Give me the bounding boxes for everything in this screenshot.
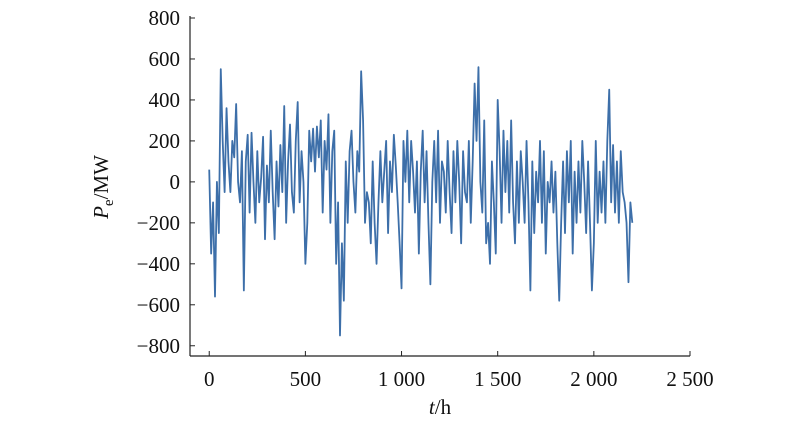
x-label-var: t: [429, 395, 436, 419]
x-axis-label: t/h: [429, 395, 452, 419]
x-tick-label: 1 000: [378, 367, 425, 391]
y-axis-label: Pe/MW: [89, 155, 117, 220]
x-tick-label: 1 500: [474, 367, 521, 391]
y-tick-label: 600: [149, 47, 181, 71]
y-label-unit: /MW: [89, 155, 113, 200]
x-tick-label: 500: [290, 367, 322, 391]
y-tick-label: 400: [149, 88, 181, 112]
y-tick-label: −600: [137, 293, 180, 317]
y-label-sub: e: [101, 199, 117, 206]
y-tick-label: −200: [137, 211, 180, 235]
y-tick-label: 200: [149, 129, 181, 153]
y-tick-label: 0: [170, 170, 181, 194]
y-label-var: P: [89, 206, 113, 220]
x-label-unit: /h: [435, 395, 452, 419]
x-tick-label: 0: [204, 367, 215, 391]
x-tick-label: 2 000: [570, 367, 617, 391]
data-line: [208, 66, 634, 337]
y-tick-label: −800: [137, 334, 180, 358]
y-tick-label: −400: [137, 252, 180, 276]
y-tick-label: 800: [149, 6, 181, 30]
x-tick-label: 2 500: [666, 367, 713, 391]
